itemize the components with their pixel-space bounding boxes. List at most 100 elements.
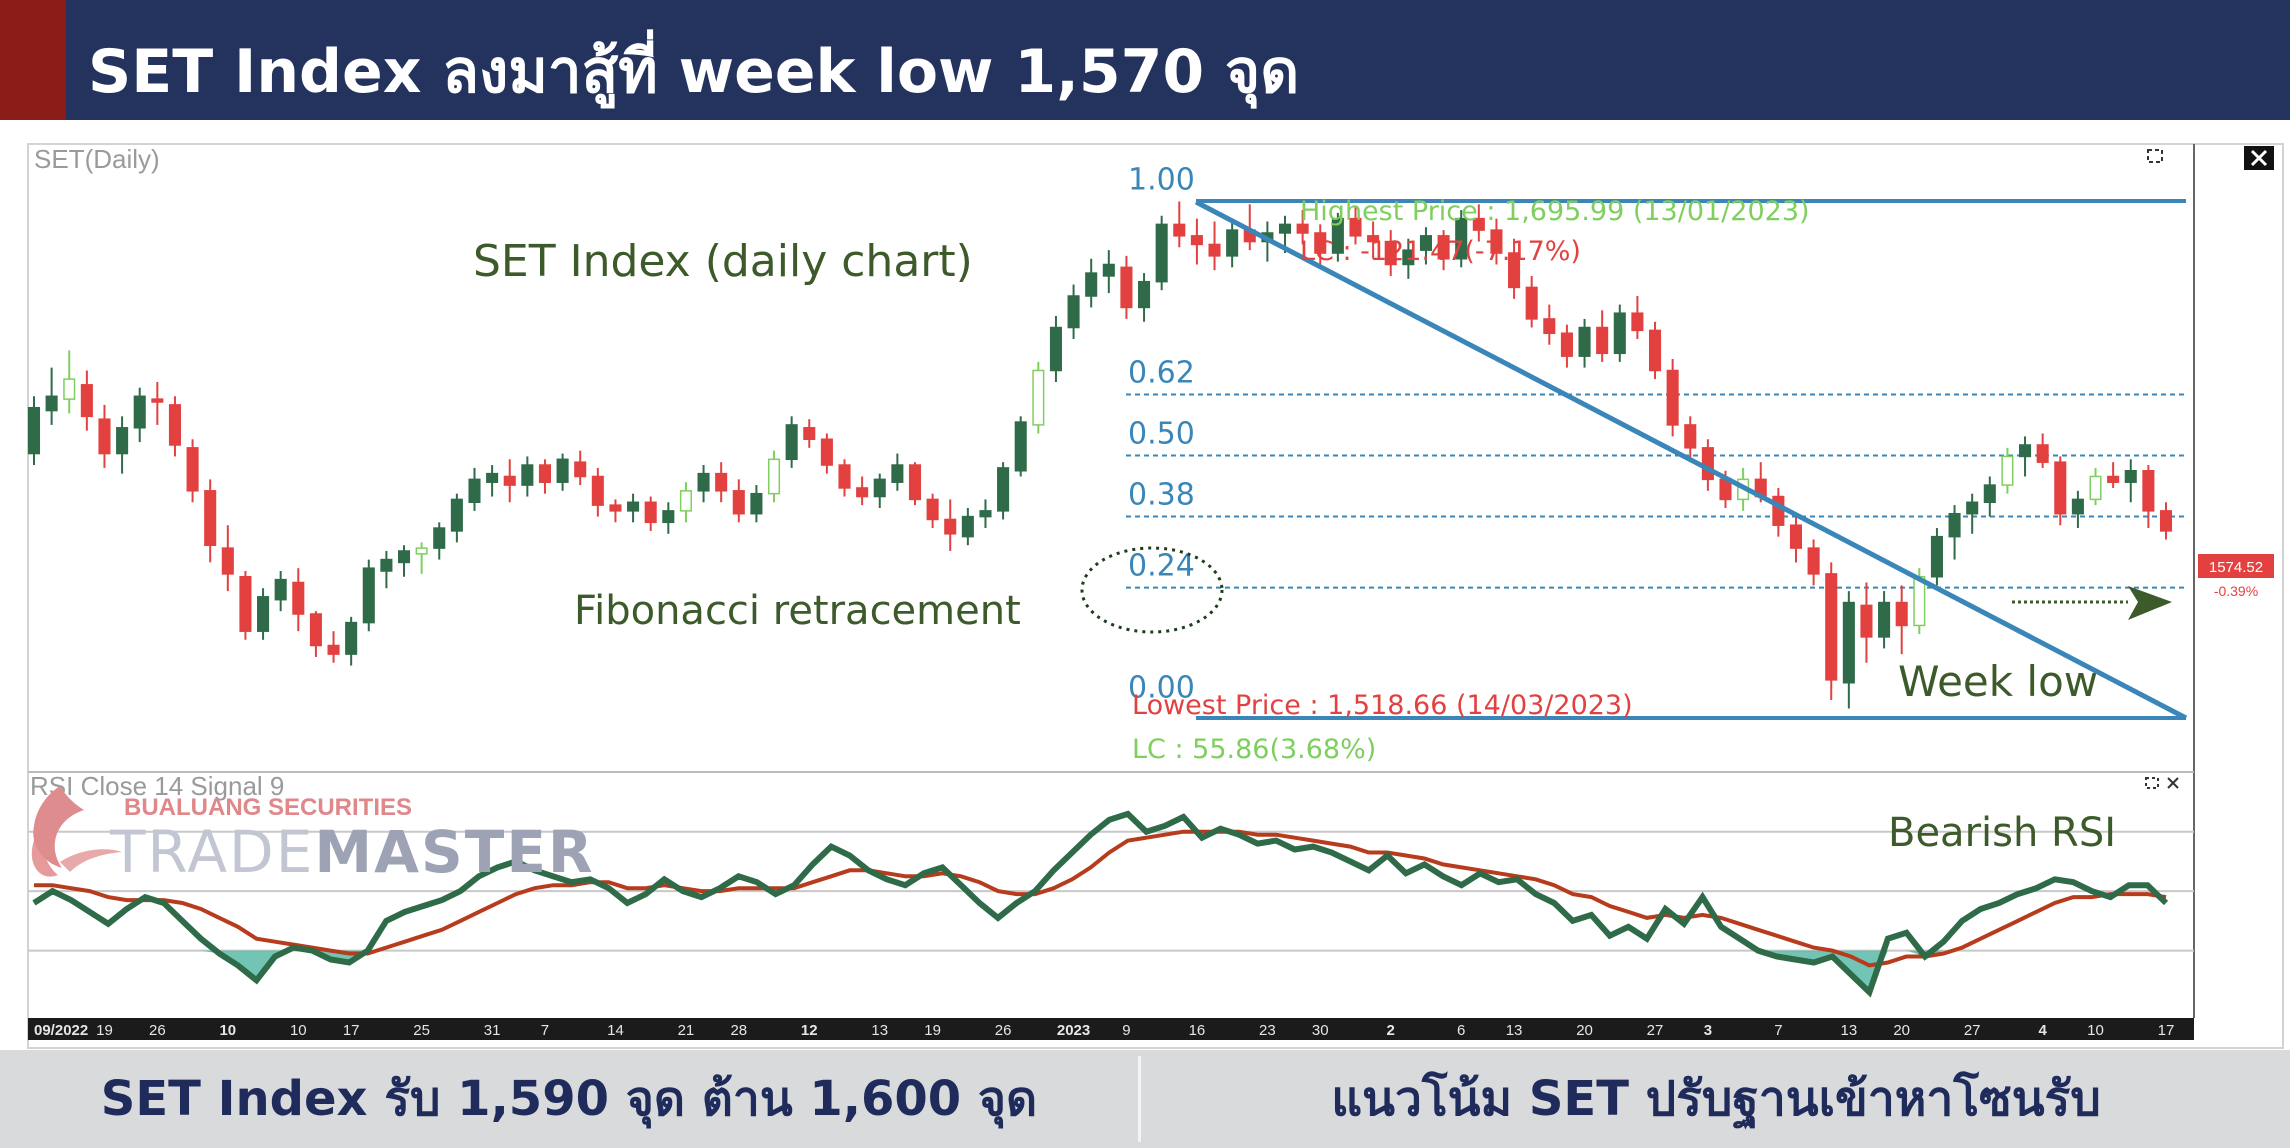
candle-body <box>1314 232 1327 254</box>
candle-body <box>715 472 728 492</box>
candle-body <box>1419 235 1433 251</box>
panel-label-set: SET(Daily) <box>34 144 160 174</box>
x-axis-bar <box>28 1018 2194 1040</box>
candle-body <box>45 395 58 412</box>
x-tick-label: 10 <box>219 1022 236 1039</box>
candle-body <box>63 378 76 400</box>
x-tick-label: 17 <box>2158 1022 2175 1039</box>
candle-body <box>574 461 587 478</box>
candle-body <box>1138 280 1151 309</box>
x-tick-label: 13 <box>1840 1022 1857 1039</box>
candle-body <box>1278 223 1292 234</box>
candle-body <box>1032 369 1045 426</box>
candle-body <box>926 498 939 521</box>
candles <box>27 201 2173 709</box>
x-tick-label: 26 <box>149 1022 166 1039</box>
rsi-line <box>32 810 2169 998</box>
rsi-panel <box>32 810 2169 998</box>
candle-body <box>1684 424 1697 449</box>
candle-body <box>891 464 904 483</box>
candle-body <box>221 547 234 575</box>
candle-body <box>309 613 322 647</box>
candle-body <box>908 464 922 501</box>
candle-body <box>1014 421 1027 472</box>
candle-body <box>1666 369 1679 426</box>
candle-body <box>1525 286 1538 320</box>
close-icon[interactable] <box>2244 146 2274 170</box>
x-tick-label: 20 <box>1576 1022 1593 1039</box>
page-title: SET Index ลงมาสู้ที่ week low 1,570 จุด <box>88 37 1300 107</box>
x-tick-label: 16 <box>1189 1022 1206 1039</box>
maximize-icon[interactable] <box>2147 149 2163 163</box>
candle-body <box>820 438 833 466</box>
candle-body <box>1208 243 1221 257</box>
x-tick-label: 7 <box>541 1022 549 1039</box>
candle-body <box>1613 312 1626 355</box>
x-tick-label: 3 <box>1704 1022 1712 1039</box>
x-tick-label: 19 <box>96 1022 113 1039</box>
svg-text:BUALUANG SECURITIES: BUALUANG SECURITIES <box>124 794 412 821</box>
candle-body <box>345 621 358 655</box>
candlestick-chart: SET(Daily) RSI Close 14 Signal 9 1.00 0.6… <box>0 120 2290 1050</box>
fib-level-label: 0.24 <box>1128 549 1195 584</box>
candle-body <box>2159 510 2173 532</box>
rsi-close-icon[interactable] <box>2167 777 2179 789</box>
x-tick-label: 27 <box>1964 1022 1981 1039</box>
candle-body <box>98 418 111 455</box>
fib-level-label: 1.00 <box>1128 162 1195 197</box>
candle-body <box>1173 223 1186 237</box>
signal-line <box>34 829 2167 968</box>
candle-body <box>979 510 992 518</box>
candle-body <box>2107 475 2120 483</box>
candle-body <box>186 447 199 492</box>
fib-levels: 1.00 0.62 0.50 0.38 0.24 0.00 <box>1126 162 2186 706</box>
candle-body <box>1878 601 1891 638</box>
candle-body <box>1543 318 1556 334</box>
candle-body <box>1648 329 1662 372</box>
candle-body <box>2124 470 2137 483</box>
candle-body <box>1367 235 1380 243</box>
x-tick-label: 25 <box>413 1022 430 1039</box>
candle-body <box>292 581 305 615</box>
rsi-maximize-icon[interactable] <box>2145 777 2159 789</box>
chart-area: SET(Daily) RSI Close 14 Signal 9 1.00 0.6… <box>0 120 2290 1050</box>
candle-body <box>1631 312 1644 332</box>
x-tick-label: 7 <box>1774 1022 1782 1039</box>
candle-body <box>415 547 428 555</box>
candle-body <box>1895 601 1908 627</box>
candle-body <box>609 504 622 512</box>
candle-body <box>168 404 181 446</box>
candle-body <box>873 478 886 498</box>
x-tick-label: 21 <box>678 1022 695 1039</box>
x-tick-label: 13 <box>871 1022 888 1039</box>
candle-body <box>2054 461 2067 515</box>
x-tick-label: 13 <box>1506 1022 1523 1039</box>
x-tick-label: 10 <box>2087 1022 2104 1039</box>
last-price-tag <box>2198 554 2274 578</box>
candle-body <box>1049 326 1062 372</box>
title-accent <box>0 0 66 120</box>
candle-body <box>1913 576 1926 627</box>
fib-level-label: 0.50 <box>1128 417 1195 452</box>
candle-body <box>116 427 129 455</box>
candle-body <box>1825 573 1838 681</box>
x-tick-label: 28 <box>730 1022 747 1039</box>
x-tick-label: 2023 <box>1057 1022 1090 1039</box>
x-axis-ticks: 09/2022 19 26 10 10 17 25 31 7 14 21 28 12 13 19 26 2023… <box>34 1022 2174 1039</box>
candle-body <box>591 475 604 506</box>
candle-body <box>1384 240 1397 266</box>
footer-bar: SET Index รับ 1,590 จุด ต้าน 1,600 จุด แ… <box>0 1050 2290 1148</box>
x-tick-label: 14 <box>607 1022 624 1039</box>
candle-body <box>2089 475 2102 501</box>
candle-body <box>80 384 93 418</box>
candle-body <box>1349 217 1362 237</box>
x-tick-label: 12 <box>801 1022 818 1039</box>
candle-body <box>767 458 781 495</box>
candle-body <box>1120 266 1133 309</box>
candle-body <box>1455 217 1468 260</box>
x-tick-label: 19 <box>924 1022 941 1039</box>
candle-body <box>1983 484 1996 504</box>
candle-body <box>1402 249 1415 266</box>
x-tick-label: 17 <box>343 1022 360 1039</box>
highest-price-label: Highest Price : 1,695.99 (13/01/2023) <box>1300 196 1810 227</box>
